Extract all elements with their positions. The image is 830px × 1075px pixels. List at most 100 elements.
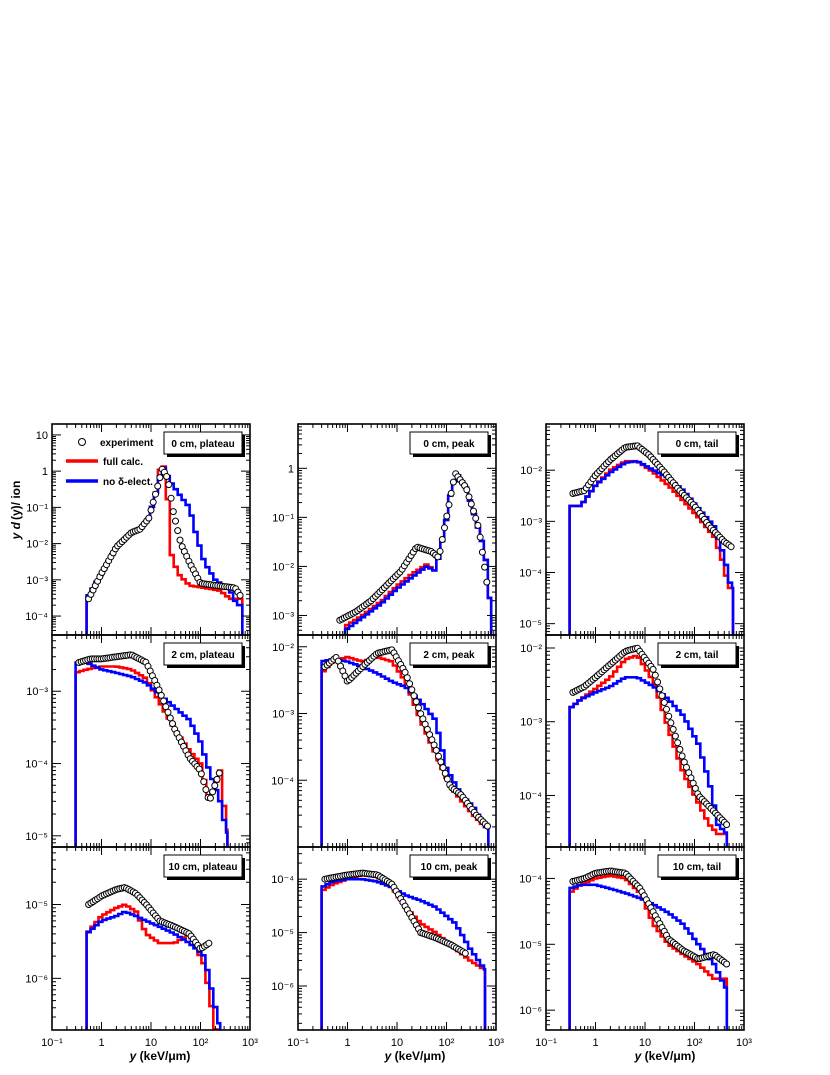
- experiment-point: [484, 822, 491, 830]
- y-tick-label: 10⁻⁶: [271, 981, 294, 993]
- experiment-point: [463, 486, 471, 494]
- experiment-point: [434, 553, 442, 561]
- panel-data-group: [85, 465, 244, 635]
- experiment-point: [660, 699, 668, 706]
- svg-text:y d(y)/ ion: y d(y)/ ion: [9, 481, 23, 541]
- experiment-point: [152, 490, 159, 498]
- experiment-point: [676, 745, 684, 753]
- histogram-nodelta: [568, 883, 729, 1030]
- x-axis-title-col3: y (keV/μm): [634, 1049, 696, 1063]
- experiment-point: [147, 506, 155, 514]
- legend-no-delta-label: no δ-elect.: [103, 477, 153, 488]
- panel-label-box: [657, 431, 737, 455]
- experiment-point: [410, 692, 418, 700]
- x-tick-label: 10³: [242, 1037, 258, 1049]
- panel-label-box: [409, 854, 489, 878]
- experiment-point: [470, 507, 477, 515]
- experiment-point: [481, 563, 489, 571]
- experiment-point: [435, 752, 442, 760]
- experiment-point: [441, 769, 449, 777]
- y-tick-label: 10⁻³: [272, 709, 294, 721]
- y-tick-label: 1: [42, 466, 48, 478]
- y-tick-label: 10⁻³: [520, 717, 542, 729]
- y-axis-title-rest: (y)/ ion: [9, 481, 23, 520]
- y-tick-label: 10⁻²: [272, 642, 294, 654]
- x-tick-label: 1: [592, 1037, 598, 1049]
- panel-label-box: [163, 642, 243, 666]
- experiment-point: [443, 512, 451, 520]
- y-tick-label: 10⁻⁴: [271, 874, 294, 886]
- experiment-point: [674, 739, 682, 747]
- legend-full-calc-label: full calc.: [103, 457, 143, 468]
- histogram-full: [568, 874, 729, 1030]
- y-tick-label: 10⁻⁶: [519, 1005, 542, 1017]
- experiment-point: [478, 548, 486, 556]
- experiment-point: [658, 692, 666, 700]
- experiment-point: [474, 521, 482, 529]
- experiment-point: [476, 533, 484, 541]
- experiment-point: [156, 474, 164, 482]
- y-tick-label: 1: [288, 463, 294, 475]
- panel-label: 0 cm, plateau: [171, 439, 234, 450]
- experiment-point: [432, 746, 440, 754]
- experiment-point: [727, 543, 735, 551]
- experiment-point: [671, 732, 679, 740]
- experiment-point: [205, 939, 213, 947]
- y-tick-label: 10⁻³: [520, 516, 542, 528]
- histogram-full: [85, 903, 221, 1030]
- experiment-point: [403, 674, 411, 682]
- experiment-point: [415, 704, 422, 712]
- y-tick-label: 10⁻⁴: [519, 873, 542, 885]
- histogram-nodelta: [320, 877, 487, 1030]
- experiment-point: [656, 685, 664, 693]
- experiment-point: [438, 536, 446, 543]
- experiment-point: [406, 680, 414, 688]
- x-tick-label: 1: [98, 1037, 104, 1049]
- x-tick-label: 10³: [736, 1037, 752, 1049]
- panel-data-group: [85, 884, 222, 1030]
- experiment-point: [441, 524, 448, 532]
- y-tick-label: 10⁻⁴: [519, 790, 542, 802]
- experiment-point: [654, 678, 662, 686]
- panel-data-group: [568, 442, 735, 635]
- experiment-point: [465, 493, 473, 501]
- y-tick-label: 10⁻³: [272, 610, 294, 622]
- experiment-point: [669, 725, 677, 733]
- experiment-point: [445, 501, 453, 509]
- histogram-nodelta: [85, 910, 222, 1030]
- histogram-full: [74, 665, 229, 847]
- panel-label-box: [409, 642, 489, 666]
- panel-data-group: [568, 867, 731, 1030]
- y-tick-label: 10⁻²: [26, 539, 48, 551]
- experiment-point: [215, 769, 223, 777]
- y-tick-label: 10⁻⁴: [519, 567, 542, 579]
- experiment-point: [162, 703, 170, 711]
- experiment-point: [437, 758, 445, 766]
- y-tick-label: 10⁻⁶: [25, 973, 48, 985]
- experiment-point: [154, 482, 162, 490]
- panel-label: 2 cm, tail: [676, 650, 719, 661]
- legend: experiment full calc. no δ-elect.: [66, 438, 154, 488]
- y-tick-label: 10⁻⁴: [25, 759, 48, 771]
- panel-label-box: [163, 431, 243, 455]
- experiment-point: [443, 775, 451, 783]
- y-axis-title: y d(y)/ ion: [9, 481, 23, 541]
- experiment-point: [169, 508, 177, 516]
- experiment-point: [149, 498, 157, 506]
- panel-label: 10 cm, plateau: [169, 862, 238, 873]
- histogram-nodelta: [85, 466, 244, 635]
- panel-9: 10⁻⁴ 10⁻⁵ 10⁻⁶ 10⁻¹ 1 10 10² 10³ 10 cm, tail: [519, 846, 752, 1049]
- experiment-point: [211, 782, 219, 790]
- experiment-point: [165, 481, 173, 489]
- panel-label: 10 cm, tail: [673, 862, 722, 873]
- x-tick-label: 10: [391, 1037, 403, 1049]
- panel-label: 0 cm, tail: [676, 439, 719, 450]
- y-tick-label: 10⁻⁴: [25, 611, 48, 623]
- panel-label-box: [163, 854, 243, 878]
- y-tick-label: 10⁻³: [26, 575, 48, 587]
- experiment-point: [723, 960, 731, 968]
- experiment-point: [723, 821, 731, 829]
- y-tick-label: 10⁻²: [520, 643, 542, 655]
- histogram-full: [568, 654, 729, 847]
